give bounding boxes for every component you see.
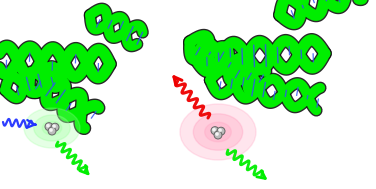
Ellipse shape	[180, 104, 256, 160]
Ellipse shape	[24, 108, 80, 148]
Ellipse shape	[205, 122, 231, 142]
Circle shape	[51, 123, 59, 131]
Circle shape	[211, 127, 219, 135]
Circle shape	[219, 129, 221, 131]
Circle shape	[213, 128, 215, 131]
Ellipse shape	[34, 115, 70, 141]
Circle shape	[50, 129, 52, 131]
Ellipse shape	[193, 114, 243, 150]
Circle shape	[47, 124, 49, 127]
Circle shape	[53, 125, 55, 127]
Ellipse shape	[42, 121, 62, 135]
Circle shape	[217, 127, 225, 135]
Circle shape	[48, 127, 56, 135]
Circle shape	[216, 133, 218, 135]
Circle shape	[45, 123, 53, 131]
Circle shape	[214, 131, 222, 139]
